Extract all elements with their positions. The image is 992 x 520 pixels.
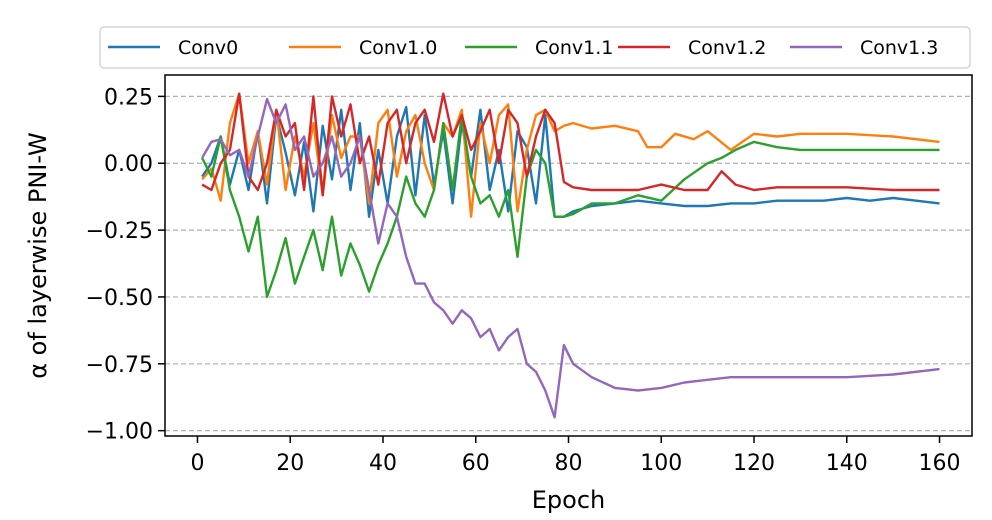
x-tick-label: 100 [640,451,682,476]
legend-label: Conv1.3 [860,37,938,59]
x-tick-label: 0 [190,451,204,476]
legend-label: Conv1.0 [359,37,437,59]
plot-area-frame [164,74,973,437]
x-axis-label: Epoch [532,486,606,514]
y-axis: 0.25 0.00 −0.25 −0.50 −0.75 −1.00 [86,85,165,445]
x-tick-label: 140 [826,451,868,476]
gridlines [165,95,972,432]
series-line-conv1-3 [201,97,940,419]
x-axis: 0 20 40 60 80 100 120 140 160 [190,436,961,476]
legend: Conv0 Conv1.0 Conv1.1 Conv1.2 Conv1.3 [99,26,971,69]
series-line-conv1-1 [201,113,940,299]
y-tick-label: 0.00 [104,152,153,177]
series-line-conv1-2 [201,92,940,197]
x-tick-label: 60 [462,451,490,476]
legend-label: Conv1.2 [688,37,766,59]
x-tick-label: 160 [919,451,961,476]
x-tick-label: 120 [733,451,775,476]
legend-box [99,26,971,69]
x-tick-label: 40 [369,451,397,476]
legend-label: Conv0 [178,37,238,59]
y-tick-label: −1.00 [86,420,153,445]
y-tick-label: −0.25 [86,219,153,244]
y-tick-label: −0.75 [86,353,153,378]
y-tick-label: 0.25 [104,85,153,110]
y-tick-label: −0.50 [86,286,153,311]
y-axis-label: α of layerwise PNI-W [24,132,52,379]
series-layer [201,92,940,419]
legend-label: Conv1.1 [535,37,613,59]
x-tick-label: 20 [276,451,304,476]
x-tick-label: 80 [555,451,583,476]
